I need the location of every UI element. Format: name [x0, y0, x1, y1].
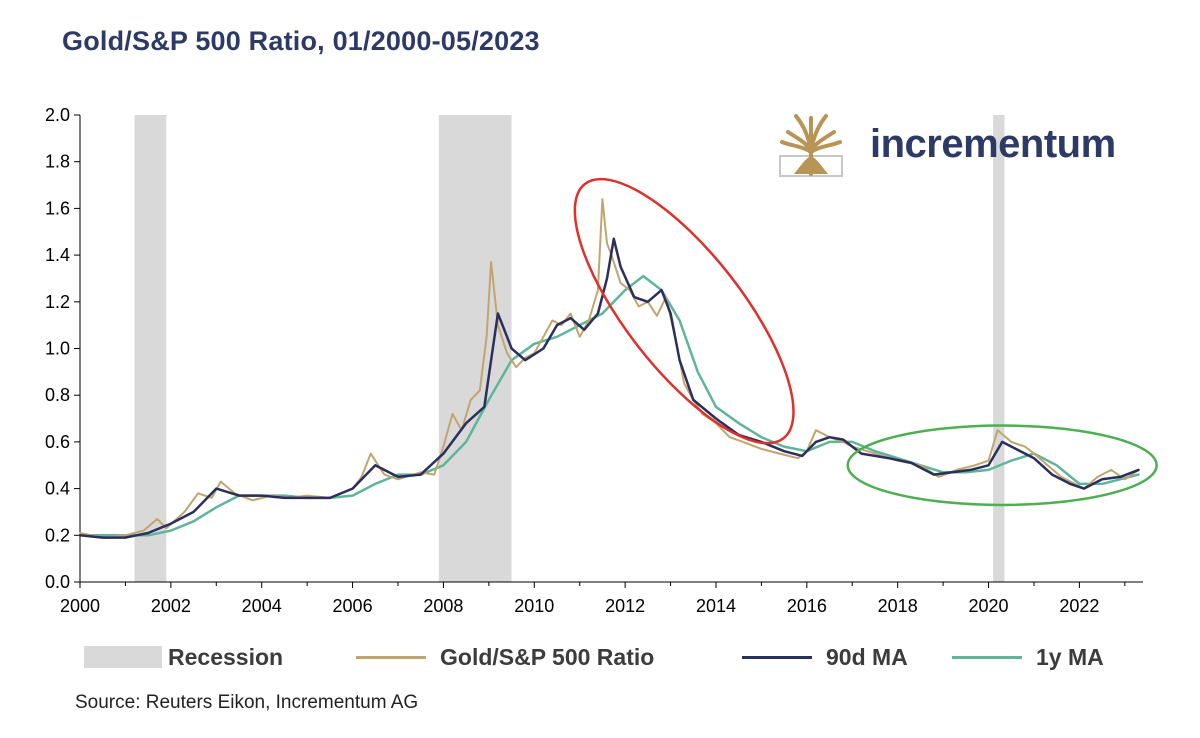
- series-ma90-line: [78, 237, 1140, 539]
- y-tick-label-9: 1.8: [45, 152, 70, 172]
- y-tick-label-10: 2.0: [45, 105, 70, 125]
- legend-swatch-recession: [84, 646, 162, 668]
- y-tick-label-4: 0.8: [45, 385, 70, 405]
- x-tick-label-5: 2010: [514, 596, 554, 616]
- incrementum-logo: incrementum: [778, 112, 1118, 178]
- y-tick-label-2: 0.4: [45, 479, 70, 499]
- recession-layer: [134, 115, 1005, 582]
- y-tick-label-5: 1.0: [45, 339, 70, 359]
- y-tick-label-8: 1.6: [45, 198, 70, 218]
- x-tick-label-11: 2022: [1059, 596, 1099, 616]
- recession-bar-2: [993, 115, 1005, 582]
- recession-bar-0: [134, 115, 167, 582]
- legend-swatch-ma90: [742, 655, 812, 659]
- x-tick-label-10: 2020: [969, 596, 1009, 616]
- y-tick-label-0: 0.0: [45, 572, 70, 592]
- x-tick-label-2: 2004: [242, 596, 282, 616]
- x-tick-label-0: 2000: [60, 596, 100, 616]
- x-tick-label-4: 2008: [423, 596, 463, 616]
- y-tick-label-3: 0.6: [45, 432, 70, 452]
- legend-swatch-ratio: [356, 655, 426, 659]
- source-note: Source: Reuters Eikon, Incrementum AG: [75, 692, 419, 713]
- tree-logo-icon: [779, 114, 843, 177]
- x-tick-label-7: 2014: [696, 596, 736, 616]
- annotation-ellipse-green: [846, 424, 1158, 507]
- annotation-ellipse-red: [573, 177, 795, 445]
- chart-title: Gold/S&P 500 Ratio, 01/2000-05/2023: [62, 26, 540, 56]
- x-tick-label-8: 2016: [787, 596, 827, 616]
- axes-layer: 0.0 0.2 0.4 0.6 0.8 1.0 1.2 1.4 1.6 1.8 2.0 2000 200…: [45, 105, 1143, 616]
- x-tick-label-6: 2012: [605, 596, 645, 616]
- legend-item-recession: Recession: [84, 642, 283, 672]
- legend-label-ma90: 90d MA: [826, 643, 908, 670]
- x-tick-label-9: 2018: [878, 596, 918, 616]
- annotation-layer: [573, 177, 1158, 507]
- legend-label-recession: Recession: [168, 643, 284, 670]
- recession-bar-1: [438, 115, 512, 582]
- legend-item-ma1y: 1y MA: [952, 642, 1104, 672]
- x-tick-label-1: 2002: [151, 596, 191, 616]
- y-tick-label-6: 1.2: [45, 292, 70, 312]
- legend: Recession Gold/S&P 500 Ratio 90d MA 1y M…: [0, 642, 1200, 674]
- y-tick-label-7: 1.4: [45, 245, 70, 265]
- x-tick-label-3: 2006: [333, 596, 373, 616]
- legend-label-ratio: Gold/S&P 500 Ratio: [440, 643, 655, 670]
- y-tick-label-1: 0.2: [45, 525, 70, 545]
- series-ratio-line: [79, 198, 1140, 539]
- legend-label-ma1y: 1y MA: [1036, 643, 1104, 670]
- chart-svg: 0.0 0.2 0.4 0.6 0.8 1.0 1.2 1.4 1.6 1.8 2.0 2000 200…: [45, 105, 1158, 616]
- legend-item-ma90: 90d MA: [742, 642, 908, 672]
- logo-text: incrementum: [870, 122, 1116, 166]
- legend-item-ratio: Gold/S&P 500 Ratio: [356, 642, 654, 672]
- series-layer: [78, 198, 1140, 539]
- legend-swatch-ma1y: [952, 655, 1022, 659]
